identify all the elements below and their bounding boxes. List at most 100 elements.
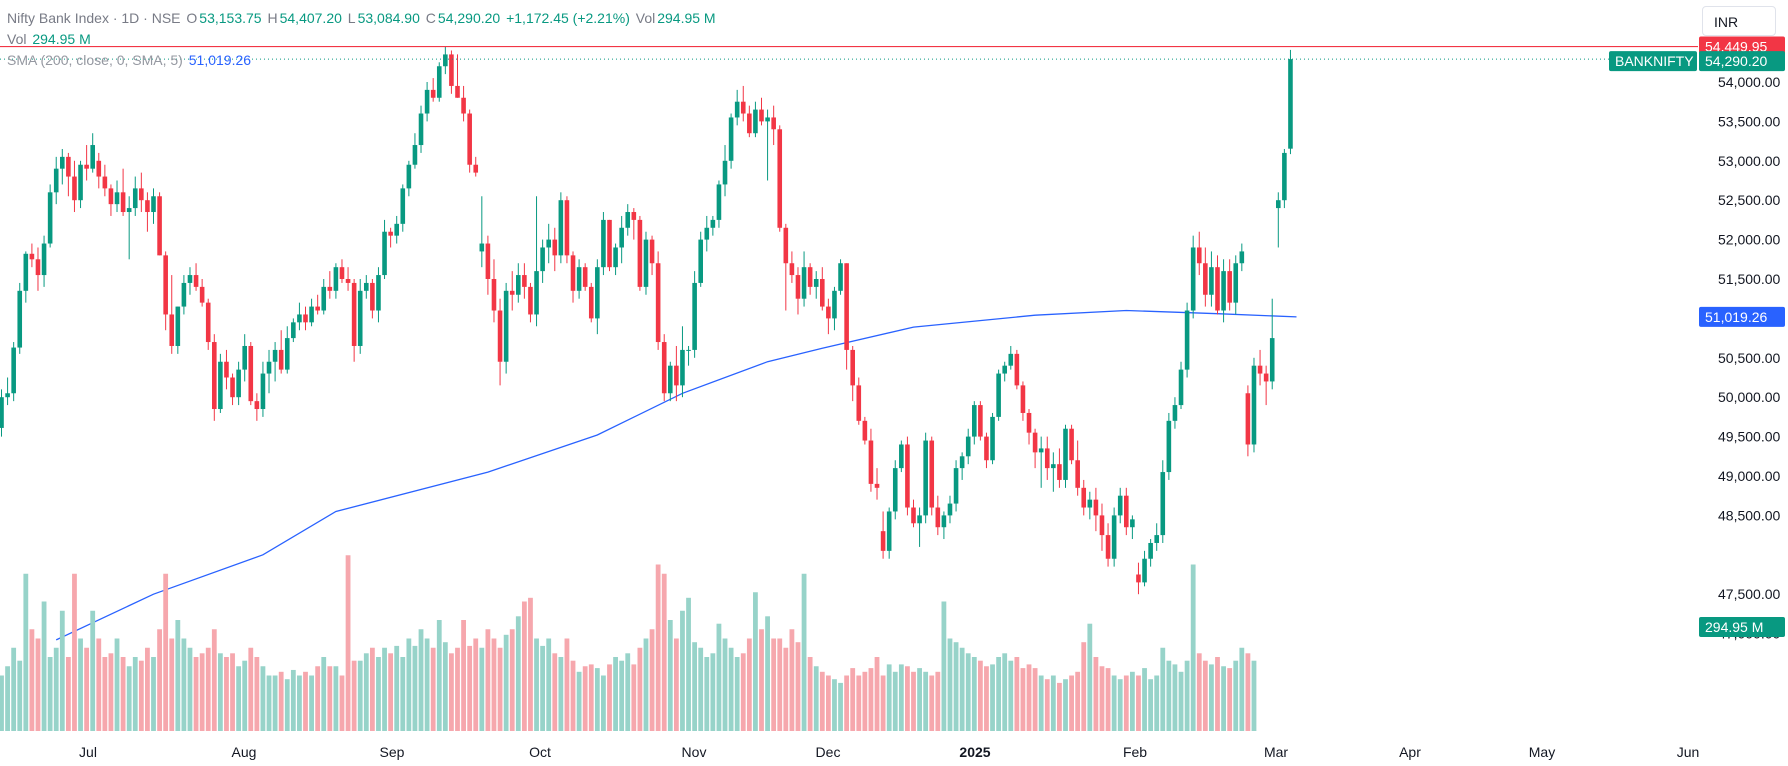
candle-body bbox=[941, 515, 947, 528]
volume-bar bbox=[102, 657, 108, 731]
legend-ohlc: Nifty Bank Index · 1D · NSE O 53,153.75 H… bbox=[7, 10, 718, 26]
volume-bar bbox=[777, 638, 783, 731]
volume-bar bbox=[832, 679, 837, 731]
volume-bar bbox=[315, 666, 321, 731]
candle-body bbox=[570, 255, 576, 291]
volume-bar bbox=[418, 629, 424, 731]
candle-body bbox=[443, 54, 448, 67]
price-axis-label: 50,500.00 bbox=[1718, 350, 1780, 366]
volume-bar bbox=[65, 657, 71, 731]
volume-bar bbox=[138, 660, 144, 731]
last-price-badge-bg bbox=[1699, 51, 1785, 72]
volume-bar bbox=[1233, 660, 1239, 731]
volume-bar bbox=[789, 629, 795, 731]
volume-bar bbox=[643, 638, 649, 731]
volume-bar bbox=[990, 664, 995, 731]
candle-body bbox=[424, 89, 430, 114]
volume-bar bbox=[673, 638, 679, 731]
legend-close-value: 54,290.20 bbox=[437, 10, 501, 26]
volume-bar bbox=[1245, 653, 1251, 731]
candle-body bbox=[132, 188, 138, 209]
candle-body bbox=[102, 176, 108, 189]
candle-body bbox=[1233, 263, 1239, 303]
volume-bar bbox=[236, 666, 242, 731]
volume-bar bbox=[1148, 679, 1154, 731]
candle-body bbox=[455, 85, 460, 98]
high-value-badge: 54,449.95 bbox=[1705, 39, 1767, 55]
volume-bar bbox=[29, 629, 35, 731]
volume-bar bbox=[716, 623, 722, 731]
legend-sma-label: SMA (200, close, 0, SMA, 5) bbox=[7, 52, 183, 68]
volume-bar bbox=[607, 664, 612, 731]
candle-body bbox=[345, 279, 351, 283]
candle-body bbox=[1190, 247, 1196, 311]
volume-bar bbox=[84, 647, 90, 731]
volume-bar bbox=[284, 679, 290, 731]
volume-bar bbox=[1221, 666, 1226, 731]
volume-bar bbox=[442, 642, 448, 731]
volume-bar bbox=[163, 573, 169, 731]
legend-low-value: 53,084.90 bbox=[357, 10, 420, 26]
candle-body bbox=[728, 117, 734, 161]
candle-body bbox=[1196, 247, 1202, 264]
candle-body bbox=[619, 227, 624, 248]
candle-body bbox=[953, 468, 959, 504]
volume-bar bbox=[1026, 664, 1032, 731]
candle-body bbox=[84, 164, 89, 169]
candle-body bbox=[655, 263, 661, 343]
volume-bar bbox=[996, 657, 1002, 731]
volume-bar bbox=[1099, 666, 1105, 731]
candle-body bbox=[856, 385, 862, 421]
candle-body bbox=[601, 219, 606, 268]
currency-button[interactable]: INR bbox=[1702, 6, 1776, 36]
time-axis-label: Apr bbox=[1399, 744, 1421, 760]
candle-body bbox=[388, 231, 393, 236]
volume-bar bbox=[546, 638, 552, 731]
volume-bar bbox=[461, 620, 466, 731]
time-axis-label: Sep bbox=[380, 744, 405, 760]
candle-body bbox=[1251, 365, 1257, 445]
volume-bar bbox=[205, 647, 211, 731]
candle-body bbox=[1263, 373, 1269, 382]
volume-bar bbox=[254, 657, 260, 731]
candle-body bbox=[376, 275, 381, 311]
candle-body bbox=[850, 349, 855, 386]
volume-bar bbox=[625, 653, 631, 731]
volume-bar bbox=[509, 629, 515, 731]
candle-body bbox=[181, 282, 187, 307]
symbol-badge-bg bbox=[1609, 51, 1697, 72]
candle-body bbox=[613, 247, 618, 268]
last-price-badge: 54,290.20 bbox=[1705, 53, 1767, 69]
volume-bar bbox=[807, 657, 813, 731]
volume-bar bbox=[1008, 660, 1014, 731]
candle-body bbox=[400, 188, 406, 224]
volume-bar bbox=[594, 668, 600, 731]
candle-body bbox=[108, 188, 114, 205]
legend-close-label: C bbox=[425, 10, 436, 26]
volume-bar bbox=[59, 610, 65, 731]
volume-bar bbox=[357, 660, 363, 731]
price-axis-label: 49,000.00 bbox=[1718, 468, 1780, 484]
candle-body bbox=[607, 219, 612, 268]
candle-body bbox=[96, 160, 102, 177]
candle-body bbox=[236, 369, 241, 398]
volume-bar bbox=[53, 647, 59, 731]
candle-body bbox=[996, 373, 1001, 417]
price-axis-label: 48,500.00 bbox=[1718, 507, 1780, 523]
volume-bar bbox=[868, 668, 874, 731]
candle-body bbox=[157, 196, 162, 256]
candle-body bbox=[242, 345, 247, 370]
candle-body bbox=[449, 54, 454, 86]
volume-bar bbox=[905, 666, 910, 731]
price-axis-label: 52,500.00 bbox=[1718, 192, 1780, 208]
volume-bar bbox=[248, 647, 254, 731]
volume-bar bbox=[558, 657, 564, 731]
volume-bar bbox=[1154, 675, 1160, 731]
candle-body bbox=[892, 468, 898, 512]
volume-bar bbox=[333, 666, 339, 731]
candle-body bbox=[1288, 59, 1293, 149]
volume-bar bbox=[187, 647, 193, 731]
volume-bar bbox=[552, 653, 558, 731]
candle-body bbox=[1069, 428, 1074, 461]
